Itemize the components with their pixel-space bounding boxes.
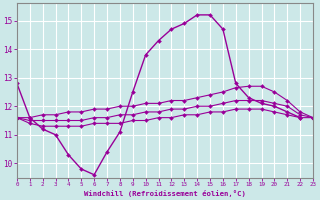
X-axis label: Windchill (Refroidissement éolien,°C): Windchill (Refroidissement éolien,°C) — [84, 190, 246, 197]
